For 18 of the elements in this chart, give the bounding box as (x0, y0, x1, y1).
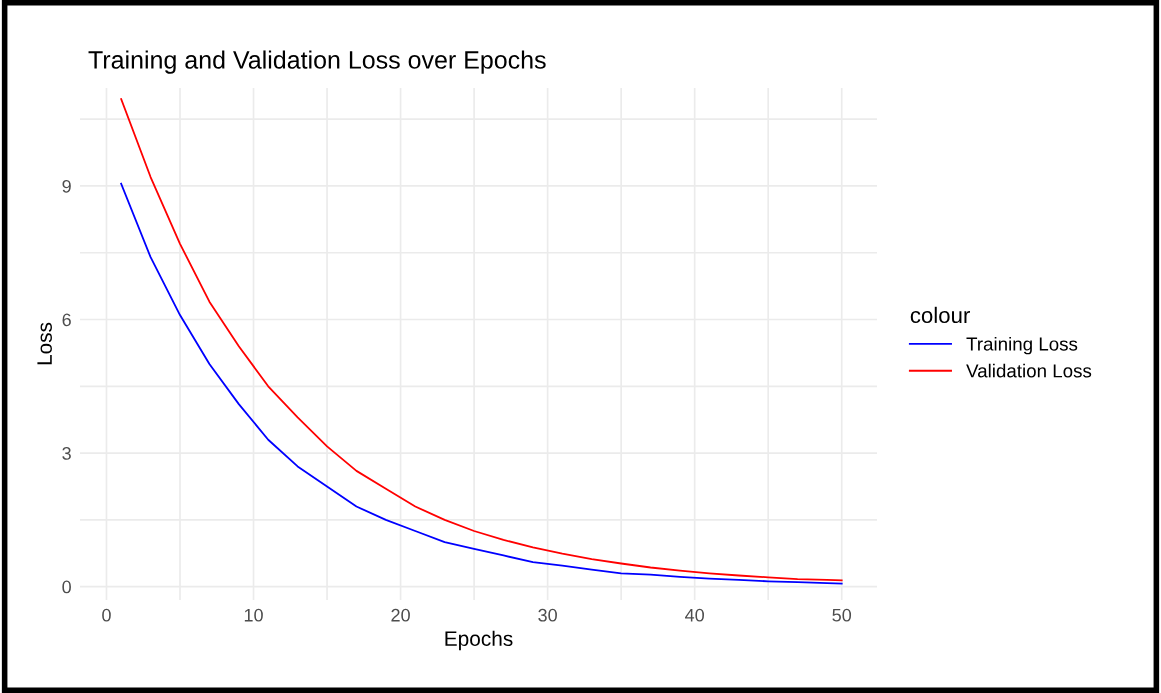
x-tick-label: 50 (832, 608, 852, 622)
y-tick-label: 6 (62, 313, 71, 327)
x-tick-label: 30 (538, 608, 557, 622)
legend-label: Training Loss (966, 336, 1078, 355)
chart-title: Training and Validation Loss over Epochs (88, 50, 546, 74)
y-tick-label: 9 (62, 179, 71, 193)
x-tick-label: 10 (244, 608, 263, 622)
x-tick-label: 20 (391, 608, 410, 622)
x-axis-title: Epochs (445, 630, 513, 651)
y-axis-title: Loss (37, 322, 52, 365)
x-tick-label: 0 (102, 608, 111, 622)
legend-title: colour (910, 306, 970, 324)
line-series (120, 182, 843, 585)
legend-label: Validation Loss (966, 363, 1092, 378)
line-series (120, 98, 843, 582)
x-tick-label: 40 (685, 608, 704, 622)
y-tick-label: 3 (62, 447, 71, 460)
y-tick-label: 0 (62, 580, 71, 594)
